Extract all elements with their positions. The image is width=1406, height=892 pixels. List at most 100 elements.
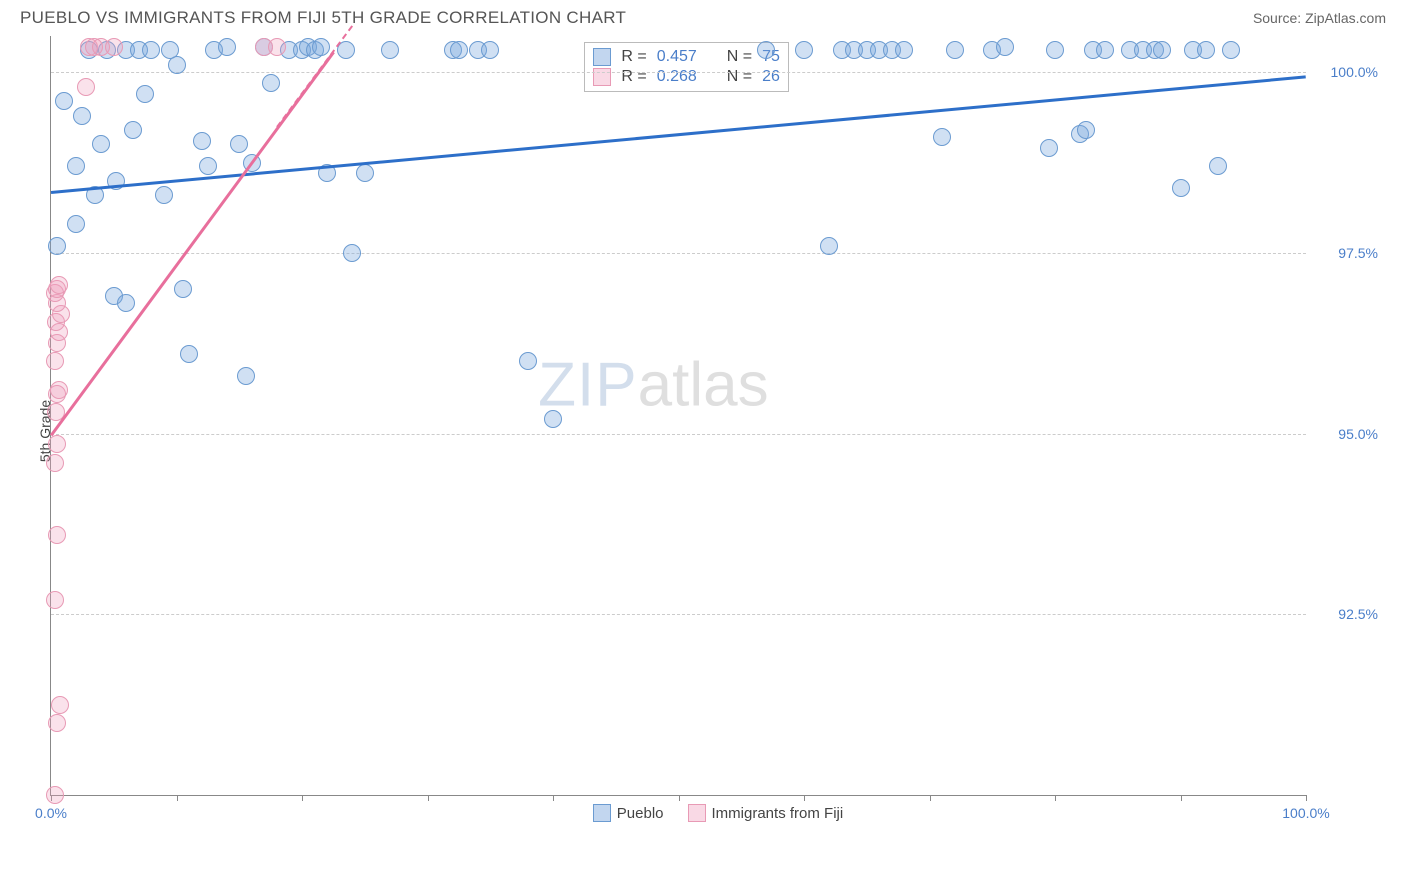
- x-tick: [804, 795, 805, 801]
- legend-item: Pueblo: [593, 804, 664, 822]
- gridline: [51, 434, 1306, 435]
- data-point: [996, 38, 1014, 56]
- watermark-atlas: atlas: [638, 351, 769, 420]
- x-tick: [1181, 795, 1182, 801]
- data-point: [199, 157, 217, 175]
- data-point: [124, 121, 142, 139]
- data-point: [1197, 41, 1215, 59]
- data-point: [1209, 157, 1227, 175]
- x-tick: [1055, 795, 1056, 801]
- source-prefix: Source:: [1253, 10, 1305, 26]
- data-point: [174, 280, 192, 298]
- chart-container: 5th Grade ZIPatlas R =0.457N =75R =0.268…: [50, 36, 1386, 826]
- stat-r-label: R =: [621, 48, 646, 66]
- legend-label: Immigrants from Fiji: [712, 805, 844, 822]
- data-point: [312, 38, 330, 56]
- x-tick: [1306, 795, 1307, 801]
- legend-item: Immigrants from Fiji: [688, 804, 844, 822]
- data-point: [48, 237, 66, 255]
- data-point: [51, 696, 69, 714]
- x-tick: [553, 795, 554, 801]
- data-point: [168, 56, 186, 74]
- data-point: [1077, 121, 1095, 139]
- data-point: [343, 244, 361, 262]
- data-point: [50, 276, 68, 294]
- y-tick-label: 92.5%: [1338, 606, 1378, 622]
- stats-row: R =0.457N =75: [593, 47, 780, 67]
- data-point: [46, 454, 64, 472]
- stat-r-label: R =: [621, 68, 646, 86]
- gridline: [51, 72, 1306, 73]
- data-point: [46, 591, 64, 609]
- data-point: [1172, 179, 1190, 197]
- data-point: [142, 41, 160, 59]
- data-point: [481, 41, 499, 59]
- data-point: [820, 237, 838, 255]
- data-point: [48, 526, 66, 544]
- data-point: [356, 164, 374, 182]
- data-point: [55, 92, 73, 110]
- data-point: [262, 74, 280, 92]
- x-tick: [930, 795, 931, 801]
- data-point: [105, 38, 123, 56]
- data-point: [180, 345, 198, 363]
- data-point: [268, 38, 286, 56]
- source-attribution: Source: ZipAtlas.com: [1253, 10, 1386, 26]
- data-point: [50, 381, 68, 399]
- data-point: [895, 41, 913, 59]
- stat-r-value: 0.457: [657, 48, 697, 66]
- gridline: [51, 253, 1306, 254]
- stat-n-value: 26: [762, 68, 780, 86]
- plot-area: ZIPatlas R =0.457N =75R =0.268N =26 92.5…: [50, 36, 1306, 796]
- chart-header: PUEBLO VS IMMIGRANTS FROM FIJI 5TH GRADE…: [0, 0, 1406, 32]
- data-point: [48, 714, 66, 732]
- data-point: [48, 435, 66, 453]
- series-legend: Pueblo Immigrants from Fiji: [50, 804, 1386, 826]
- y-tick-label: 97.5%: [1338, 245, 1378, 261]
- data-point: [46, 352, 64, 370]
- data-point: [237, 367, 255, 385]
- source-link[interactable]: ZipAtlas.com: [1305, 10, 1386, 26]
- data-point: [933, 128, 951, 146]
- stats-swatch: [593, 68, 611, 86]
- x-tick: [177, 795, 178, 801]
- data-point: [1222, 41, 1240, 59]
- data-point: [92, 135, 110, 153]
- legend-swatch: [688, 804, 706, 822]
- watermark: ZIPatlas: [538, 350, 768, 421]
- data-point: [1046, 41, 1064, 59]
- data-point: [1040, 139, 1058, 157]
- data-point: [193, 132, 211, 150]
- data-point: [795, 41, 813, 59]
- data-point: [1096, 41, 1114, 59]
- data-point: [117, 294, 135, 312]
- legend-swatch: [593, 804, 611, 822]
- data-point: [155, 186, 173, 204]
- data-point: [67, 215, 85, 233]
- stats-swatch: [593, 48, 611, 66]
- data-point: [757, 41, 775, 59]
- chart-title: PUEBLO VS IMMIGRANTS FROM FIJI 5TH GRADE…: [20, 8, 626, 28]
- stat-r-value: 0.268: [657, 68, 697, 86]
- data-point: [46, 786, 64, 804]
- stats-row: R = 0.268 N = 26: [593, 67, 780, 87]
- stat-n-label: N =: [727, 48, 752, 66]
- stat-n-label: N =: [727, 68, 752, 86]
- data-point: [519, 352, 537, 370]
- data-point: [946, 41, 964, 59]
- data-point: [381, 41, 399, 59]
- data-point: [218, 38, 236, 56]
- data-point: [67, 157, 85, 175]
- data-point: [230, 135, 248, 153]
- x-tick: [679, 795, 680, 801]
- data-point: [450, 41, 468, 59]
- y-tick-label: 100.0%: [1331, 64, 1378, 80]
- data-point: [77, 78, 95, 96]
- data-point: [1153, 41, 1171, 59]
- x-tick: [302, 795, 303, 801]
- x-tick: [428, 795, 429, 801]
- gridline: [51, 614, 1306, 615]
- y-tick-label: 95.0%: [1338, 426, 1378, 442]
- data-point: [544, 410, 562, 428]
- data-point: [73, 107, 91, 125]
